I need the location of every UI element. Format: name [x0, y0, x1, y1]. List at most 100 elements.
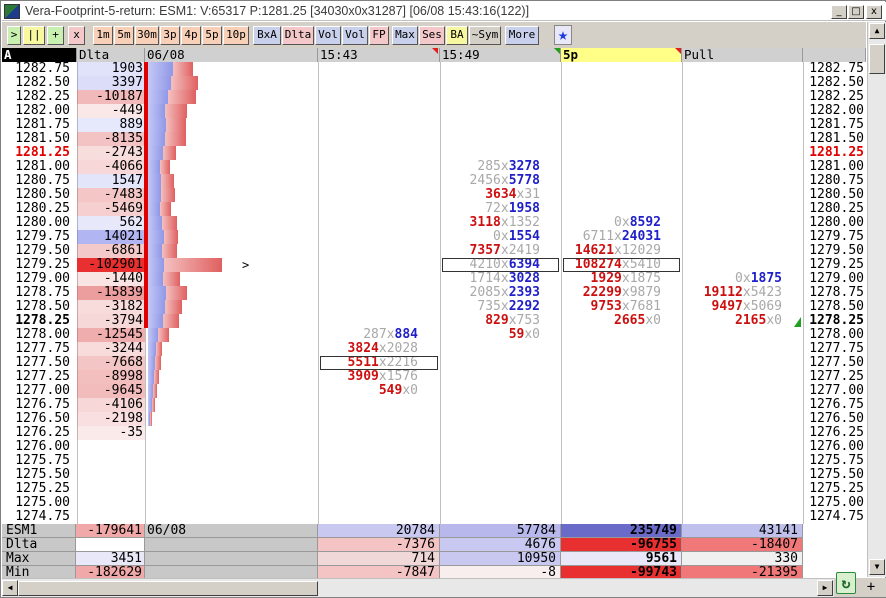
- bid-ask-button[interactable]: BA: [446, 26, 468, 45]
- footprint-cell: 735x2292: [440, 300, 558, 314]
- price-label: 1276.75: [15, 397, 70, 412]
- footprint-cell: 4210x6394: [440, 258, 558, 272]
- delta-cell: -6861: [77, 244, 145, 258]
- ask-volume: 5069: [750, 299, 782, 314]
- volume-bar-bid: [162, 216, 177, 230]
- bid-volume: 1929: [590, 271, 622, 286]
- interval-30m-button[interactable]: 30m: [135, 26, 159, 45]
- favorite-star-icon[interactable]: ★: [554, 25, 572, 45]
- close-button[interactable]: x: [866, 5, 882, 19]
- column-divider: [318, 62, 319, 524]
- flag-red-icon: [675, 48, 681, 54]
- bid-volume: 2165: [735, 313, 767, 328]
- period-4p-button[interactable]: 4p: [181, 26, 201, 45]
- volume-bar-ask: [148, 104, 165, 118]
- hscroll-thumb[interactable]: [18, 581, 318, 596]
- header-col-5p[interactable]: 5p: [561, 48, 682, 62]
- volume-bar-ask: [148, 90, 168, 104]
- price-label-right: 1276.25: [809, 425, 864, 440]
- volume-bar-ask: [148, 146, 163, 160]
- summary-label: Max: [2, 552, 76, 566]
- header-col-1543[interactable]: 15:43: [318, 48, 440, 62]
- cell-separator: x: [516, 187, 525, 202]
- highlight-box: [320, 356, 438, 370]
- cell-separator: x: [402, 383, 411, 398]
- price-label: 1276.00: [15, 439, 70, 454]
- volume-bar-bid: [166, 118, 186, 132]
- summary-cell: -7376: [318, 538, 440, 552]
- price-label: 1279.50: [15, 243, 70, 258]
- scroll-down-arrow-icon[interactable]: ▼: [869, 559, 885, 575]
- summary-value: 3451: [76, 552, 145, 566]
- bid-volume: 0: [735, 271, 743, 286]
- ask-volume: 2028: [386, 341, 418, 356]
- summary-row: Min -182629 -7847 -8 -99743 -21395: [2, 566, 866, 580]
- summary-cell: 9561: [561, 552, 682, 566]
- remove-button[interactable]: x: [68, 26, 85, 45]
- footprint-cell: 3118x1352: [440, 216, 558, 230]
- horizontal-scrollbar[interactable]: ◀ ▶: [2, 578, 834, 597]
- price-label: 1275.25: [15, 481, 70, 496]
- delta-cell: -3794: [77, 314, 145, 328]
- delta-cell: -102901: [77, 258, 145, 272]
- header-col-1549[interactable]: 15:49: [440, 48, 561, 62]
- add-icon[interactable]: +: [866, 579, 876, 595]
- title-bar[interactable]: Vera-Footprint-5-return: ESM1: V:65317 P…: [2, 2, 886, 21]
- symbol-button[interactable]: ~Sym: [469, 26, 501, 45]
- pause-button[interactable]: ||: [23, 26, 45, 45]
- price-label: 1280.75: [15, 173, 70, 188]
- volume-bar-bid: [164, 230, 178, 244]
- period-10p-button[interactable]: 10p: [223, 26, 249, 45]
- column-divider: [561, 62, 562, 524]
- bid-volume: 72: [485, 201, 501, 216]
- max-button[interactable]: Max: [392, 26, 418, 45]
- footprint-button[interactable]: FP: [369, 26, 389, 45]
- cell-separator: x: [621, 285, 630, 300]
- play-button[interactable]: >: [7, 26, 21, 45]
- cell-separator: x: [614, 243, 622, 258]
- ask-volume: 0: [532, 327, 540, 342]
- volume-bar-bid: [153, 384, 157, 398]
- volume-bar-ask: [148, 216, 162, 230]
- period-3p-button[interactable]: 3p: [160, 26, 180, 45]
- add-button[interactable]: +: [47, 26, 64, 45]
- maximize-button[interactable]: □: [848, 5, 864, 19]
- price-label-right: 1279.50: [809, 243, 864, 258]
- column-divider: [803, 62, 804, 524]
- scroll-right-arrow-icon[interactable]: ▶: [817, 580, 833, 596]
- volume-bar-ask: [148, 384, 153, 398]
- period-5p-button[interactable]: 5p: [202, 26, 222, 45]
- delta-button[interactable]: Dlta: [282, 26, 314, 45]
- price-label: 1282.75: [15, 61, 70, 76]
- interval-5m-button[interactable]: 5m: [114, 26, 134, 45]
- ask-volume: 0: [653, 313, 661, 328]
- session-button[interactable]: Ses: [419, 26, 445, 45]
- toolbar: > || + x 1m 5m 30m 3p 4p 5p 10p BxA Dlta Vol Vol FP Max S…: [2, 22, 866, 48]
- price-label-right: 1277.25: [809, 369, 864, 384]
- volume-profile-button[interactable]: Vol: [342, 26, 368, 45]
- summary-cell: -96755: [561, 538, 682, 552]
- range-marker: [144, 160, 148, 174]
- scroll-left-arrow-icon[interactable]: ◀: [2, 580, 18, 596]
- scroll-up-arrow-icon[interactable]: ▲: [869, 23, 885, 39]
- interval-1m-button[interactable]: 1m: [93, 26, 113, 45]
- vertical-scrollbar[interactable]: ▲ ▼: [867, 22, 886, 577]
- price-label: 1277.25: [15, 369, 70, 384]
- price-label-right: 1278.50: [809, 299, 864, 314]
- price-label: 1280.25: [15, 201, 70, 216]
- more-button[interactable]: More: [505, 26, 539, 45]
- header-col-pull[interactable]: Pull: [682, 48, 803, 62]
- footprint-cell: 3634x31: [440, 188, 558, 202]
- refresh-icon[interactable]: ↻: [836, 572, 856, 594]
- scroll-thumb[interactable]: [869, 44, 885, 74]
- price-label-right: 1280.50: [809, 187, 864, 202]
- minimize-button[interactable]: _: [831, 5, 847, 19]
- price-label-right: 1282.75: [809, 61, 864, 76]
- delta-cell: -15839: [77, 286, 145, 300]
- bid-volume: 5511: [347, 355, 379, 370]
- volume-button[interactable]: Vol: [315, 26, 341, 45]
- bid-volume: 6711: [582, 229, 615, 244]
- bxa-button[interactable]: BxA: [253, 26, 281, 45]
- bid-volume: 735: [477, 299, 501, 314]
